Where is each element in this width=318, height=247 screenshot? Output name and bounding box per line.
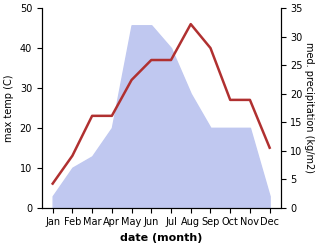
Y-axis label: med. precipitation (kg/m2): med. precipitation (kg/m2) (304, 42, 314, 173)
X-axis label: date (month): date (month) (120, 233, 202, 243)
Y-axis label: max temp (C): max temp (C) (4, 74, 14, 142)
